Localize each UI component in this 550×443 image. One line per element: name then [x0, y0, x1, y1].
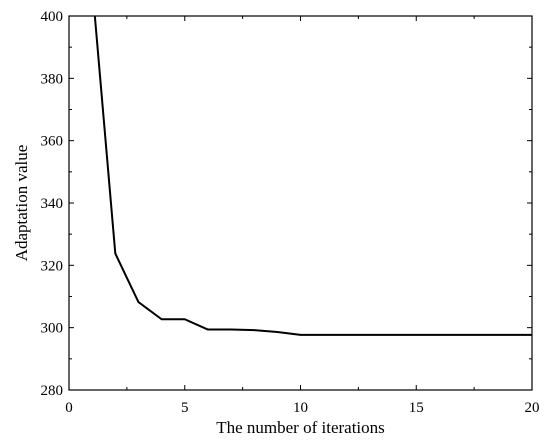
x-tick-label: 20	[525, 400, 540, 416]
x-axis-title: The number of iterations	[216, 418, 385, 437]
series-layer	[93, 16, 532, 336]
y-tick-label: 400	[41, 9, 64, 25]
x-tick-label: 5	[181, 400, 189, 416]
plot-frame	[68, 15, 533, 391]
y-axis-title: Adaptation value	[12, 145, 31, 262]
y-tick-label: 360	[41, 134, 64, 150]
y-tick-label: 340	[41, 196, 64, 212]
ticks-layer: 0 5 10 15 20 280 300 320 340 360 380 400	[41, 9, 540, 416]
x-tick-label: 15	[409, 400, 424, 416]
y-tick-label: 320	[41, 258, 64, 274]
y-tick-label: 300	[41, 321, 64, 337]
x-tick-label: 0	[65, 400, 73, 416]
series-line-0	[93, 16, 532, 336]
x-tick-label: 10	[293, 400, 308, 416]
y-tick-label: 280	[41, 383, 64, 399]
y-tick-label: 380	[41, 71, 64, 87]
